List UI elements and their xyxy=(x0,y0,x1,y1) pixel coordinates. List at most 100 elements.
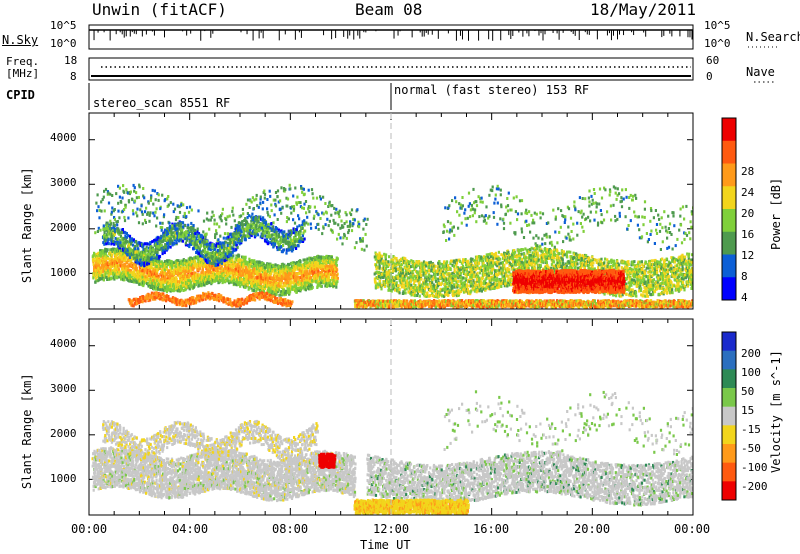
data-pixel xyxy=(283,240,286,244)
data-pixel xyxy=(173,222,177,226)
data-pixel xyxy=(167,285,170,289)
data-pixel xyxy=(305,262,308,266)
data-pixel xyxy=(240,278,243,282)
data-pixel xyxy=(226,277,229,281)
data-pixel xyxy=(116,275,119,279)
data-pixel xyxy=(165,267,169,271)
data-pixel xyxy=(278,230,281,234)
power-panel-data xyxy=(91,183,693,309)
data-pixel xyxy=(315,265,318,269)
data-pixel xyxy=(248,267,251,270)
data-pixel xyxy=(169,270,172,274)
data-pixel xyxy=(273,271,276,275)
data-pixel xyxy=(123,253,126,257)
data-pixel xyxy=(221,245,224,249)
data-pixel xyxy=(324,270,327,274)
data-pixel xyxy=(301,286,304,290)
data-pixel xyxy=(268,268,271,272)
data-pixel xyxy=(241,225,244,229)
data-pixel xyxy=(231,256,234,260)
data-pixel xyxy=(137,271,141,275)
data-pixel xyxy=(229,252,232,256)
data-pixel xyxy=(322,281,325,285)
data-pixel xyxy=(109,248,112,252)
data-pixel xyxy=(264,223,267,227)
data-pixel xyxy=(112,240,115,243)
data-pixel xyxy=(272,239,275,243)
data-pixel xyxy=(109,227,112,231)
data-pixel xyxy=(156,275,159,279)
data-pixel xyxy=(105,265,108,269)
data-pixel xyxy=(267,267,270,271)
data-pixel xyxy=(248,257,251,261)
data-pixel xyxy=(271,237,274,241)
data-pixel xyxy=(157,236,160,240)
data-pixel xyxy=(133,244,137,248)
data-pixel xyxy=(233,271,236,275)
data-pixel xyxy=(198,249,201,253)
data-pixel xyxy=(190,258,193,262)
data-pixel xyxy=(124,258,127,262)
data-pixel xyxy=(107,232,110,236)
data-pixel xyxy=(116,223,119,227)
data-pixel xyxy=(181,221,185,225)
data-pixel xyxy=(307,261,310,265)
data-pixel xyxy=(135,274,138,278)
data-pixel xyxy=(137,241,140,245)
data-pixel xyxy=(244,227,247,231)
data-pixel xyxy=(184,237,187,241)
data-pixel xyxy=(216,278,219,282)
data-pixel xyxy=(234,280,237,284)
data-pixel xyxy=(247,231,250,235)
data-pixel xyxy=(267,276,270,280)
data-pixel xyxy=(169,289,172,293)
data-pixel xyxy=(156,273,159,277)
data-pixel xyxy=(233,249,236,253)
data-pixel xyxy=(235,247,238,251)
data-pixel xyxy=(156,247,159,251)
data-pixel xyxy=(293,276,297,280)
data-pixel xyxy=(284,284,287,288)
data-pixel xyxy=(333,272,336,276)
data-pixel xyxy=(169,287,172,291)
data-pixel xyxy=(252,219,255,222)
data-pixel xyxy=(211,255,214,259)
data-pixel xyxy=(327,276,330,280)
data-pixel xyxy=(273,288,276,292)
data-pixel xyxy=(174,230,177,234)
data-pixel xyxy=(256,263,259,267)
data-pixel xyxy=(257,284,260,288)
data-pixel xyxy=(222,277,225,281)
data-pixel xyxy=(141,250,145,254)
data-pixel xyxy=(194,283,197,287)
data-pixel xyxy=(300,286,303,290)
data-pixel xyxy=(184,287,187,291)
data-pixel xyxy=(126,248,129,252)
data-pixel xyxy=(270,239,273,243)
data-pixel xyxy=(130,240,133,244)
data-pixel xyxy=(175,265,178,269)
data-pixel xyxy=(200,276,203,280)
data-pixel xyxy=(152,267,155,271)
data-pixel xyxy=(213,271,216,275)
data-pixel xyxy=(252,277,255,281)
data-pixel xyxy=(234,263,237,267)
data-pixel xyxy=(250,264,253,268)
data-pixel xyxy=(309,279,312,283)
data-pixel xyxy=(93,251,96,255)
data-pixel xyxy=(178,268,181,272)
data-pixel xyxy=(143,269,146,273)
data-pixel xyxy=(191,257,194,261)
data-pixel xyxy=(310,276,313,280)
data-pixel xyxy=(205,265,208,269)
data-pixel xyxy=(275,271,278,275)
data-pixel xyxy=(220,267,223,271)
data-pixel xyxy=(268,231,271,235)
data-pixel xyxy=(175,236,178,239)
data-pixel xyxy=(240,274,243,277)
data-pixel xyxy=(186,282,189,286)
data-pixel xyxy=(330,256,333,260)
data-pixel xyxy=(155,238,158,242)
data-pixel xyxy=(224,256,227,260)
data-pixel xyxy=(208,270,211,274)
